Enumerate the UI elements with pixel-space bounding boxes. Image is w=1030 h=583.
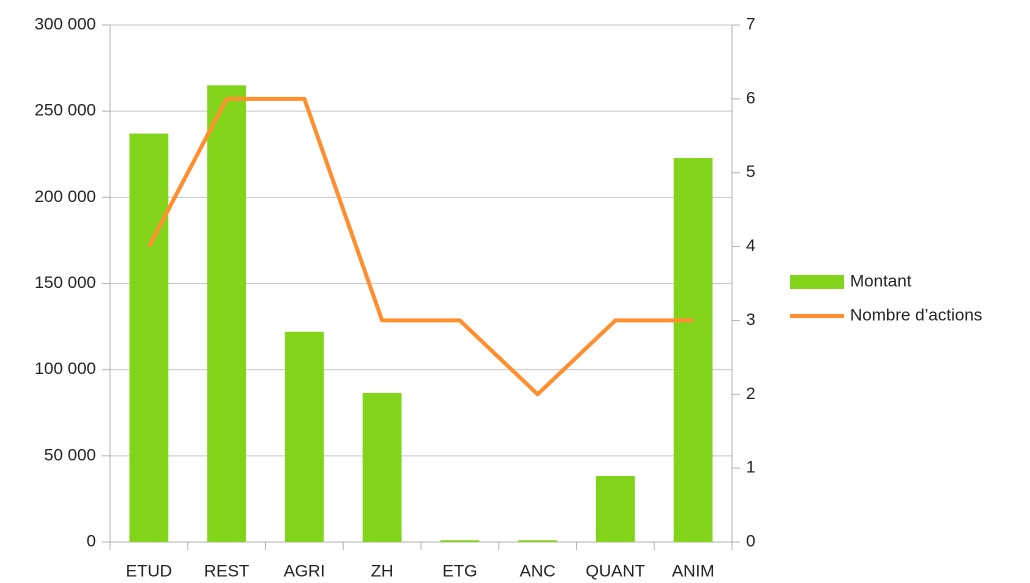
y2-tick-label: 7: [746, 14, 755, 33]
x-tick-label: ETUD: [126, 561, 172, 580]
y2-tick-label: 0: [746, 531, 755, 550]
legend-label: Nombre d’actions: [850, 305, 982, 324]
bar: [284, 331, 324, 542]
x-tick-label: ETG: [442, 561, 477, 580]
y2-tick-label: 1: [746, 458, 755, 477]
bar: [595, 475, 635, 542]
y2-tick-label: 6: [746, 88, 755, 107]
line: [147, 96, 694, 397]
y-tick-label: 250 000: [35, 101, 96, 120]
y-tick-label: 150 000: [35, 273, 96, 292]
y2-tick-label: 4: [746, 236, 755, 255]
bar: [362, 392, 402, 542]
y-tick-label: 100 000: [35, 359, 96, 378]
x-tick-label: AGRI: [284, 561, 326, 580]
bar: [207, 85, 247, 543]
bar: [440, 540, 480, 542]
x-tick-label: ZH: [371, 561, 394, 580]
x-tick-label: REST: [204, 561, 249, 580]
y-tick-label: 200 000: [35, 187, 96, 206]
bar: [518, 540, 558, 542]
y2-tick-label: 2: [746, 384, 755, 403]
y-tick-label: 300 000: [35, 14, 96, 33]
bar: [673, 158, 713, 543]
x-tick-label: QUANT: [586, 561, 646, 580]
y2-tick-label: 3: [746, 310, 755, 329]
bar: [129, 133, 169, 542]
y-tick-label: 0: [87, 531, 96, 550]
x-tick-label: ANIM: [672, 561, 715, 580]
legend-label: Montant: [850, 271, 912, 290]
x-tick-label: ANC: [520, 561, 556, 580]
y-tick-label: 50 000: [44, 445, 96, 464]
legend-swatch: [790, 275, 844, 289]
y2-tick-label: 5: [746, 162, 755, 181]
